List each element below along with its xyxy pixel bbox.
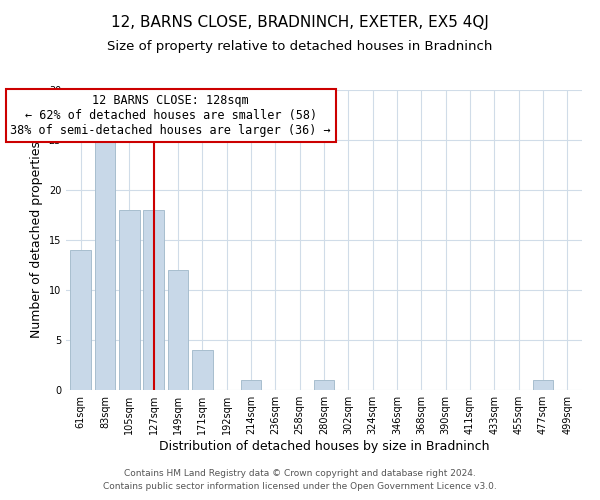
Bar (95, 140, 115, 390)
Bar (167, 270, 188, 390)
Text: Contains HM Land Registry data © Crown copyright and database right 2024.: Contains HM Land Registry data © Crown c… (124, 468, 476, 477)
Y-axis label: Number of detached properties: Number of detached properties (30, 142, 43, 338)
Text: 12 BARNS CLOSE: 128sqm
← 62% of detached houses are smaller (58)
38% of semi-det: 12 BARNS CLOSE: 128sqm ← 62% of detached… (10, 94, 331, 137)
Bar (314, 380, 334, 390)
Bar (70, 250, 91, 390)
Bar (192, 350, 212, 390)
Bar (143, 210, 164, 390)
Bar (533, 380, 553, 390)
Bar (119, 210, 140, 390)
Text: Size of property relative to detached houses in Bradninch: Size of property relative to detached ho… (107, 40, 493, 53)
Text: Contains public sector information licensed under the Open Government Licence v3: Contains public sector information licen… (103, 482, 497, 491)
X-axis label: Distribution of detached houses by size in Bradninch: Distribution of detached houses by size … (159, 440, 489, 453)
Bar (241, 380, 262, 390)
Text: 12, BARNS CLOSE, BRADNINCH, EXETER, EX5 4QJ: 12, BARNS CLOSE, BRADNINCH, EXETER, EX5 … (111, 15, 489, 30)
